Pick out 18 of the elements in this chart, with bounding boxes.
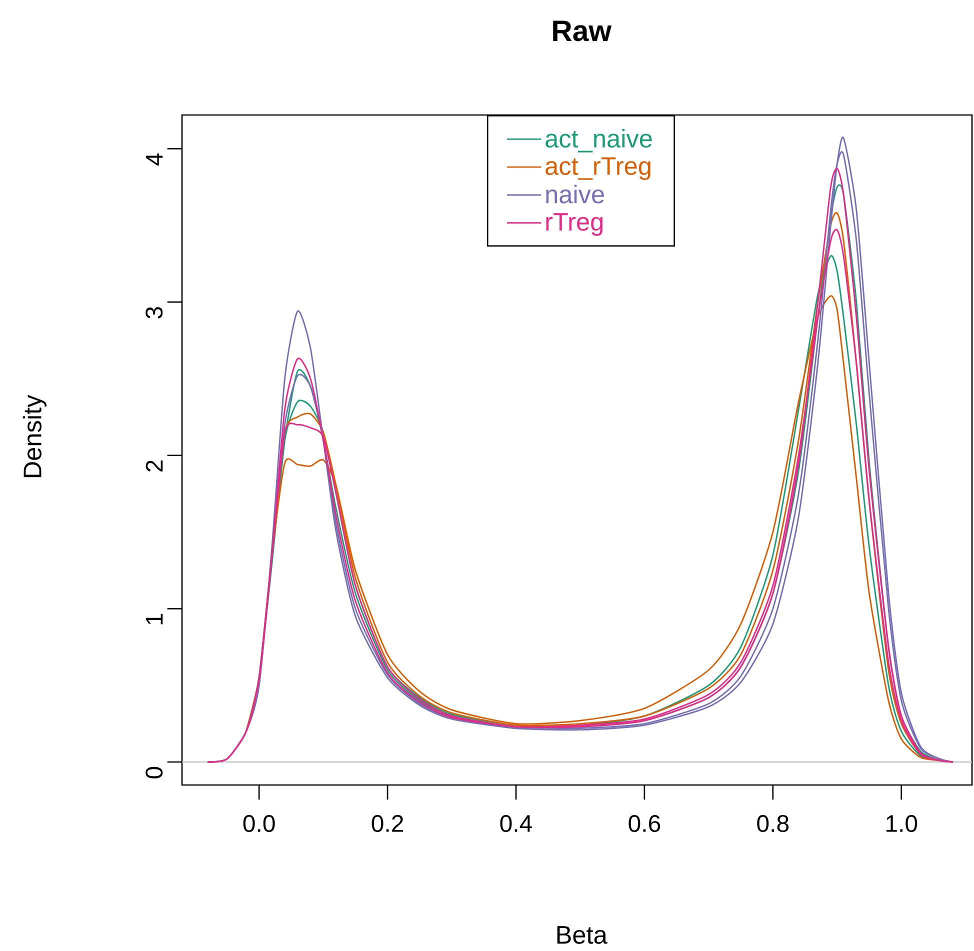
legend-label: rTreg xyxy=(546,213,602,236)
x-tick-label: 1.0 xyxy=(886,815,918,832)
x-tick-label: 0.0 xyxy=(243,815,275,832)
legend-label: act_naive xyxy=(546,128,652,152)
y-tick-label: 0 xyxy=(146,766,163,778)
x-tick-label: 0.6 xyxy=(628,815,660,832)
x-tick-label: 0.8 xyxy=(757,815,789,832)
legend-label: naive xyxy=(546,184,604,204)
y-tick-label: 4 xyxy=(146,153,163,166)
y-tick-label: 3 xyxy=(146,307,163,318)
y-axis-title: Density xyxy=(22,394,46,478)
x-tick-label: 0.2 xyxy=(372,815,404,832)
y-tick-label: 1 xyxy=(146,614,163,624)
y-tick-label: 2 xyxy=(146,460,163,472)
x-tick-label: 0.4 xyxy=(500,815,532,832)
chart-title: Raw xyxy=(553,20,612,42)
legend-label: act_rTreg xyxy=(546,157,650,180)
x-axis-title: Beta xyxy=(557,926,608,944)
